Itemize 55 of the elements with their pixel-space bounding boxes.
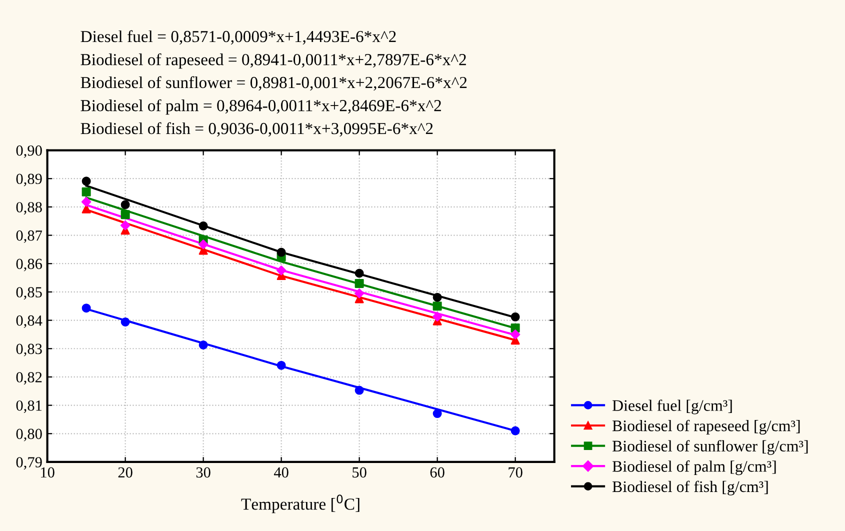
text: Biodiesel of palm = 0,8964-0,0011*x+2,8469E-6*x^2: [80, 99, 441, 115]
point: [276, 248, 286, 257]
point: [198, 221, 208, 230]
point: [510, 330, 520, 340]
y-tick-label: 0,83: [16, 344, 42, 356]
point: [432, 292, 442, 302]
y-tick-label: 0,79: [16, 457, 42, 470]
point: [81, 196, 92, 207]
point: [354, 278, 364, 288]
text: Biodiesel of fish = 0,9036-0,0011*x+3,0995E-6*x^2: [80, 122, 433, 137]
point: [120, 220, 130, 230]
y-tick-label: 0,80: [16, 428, 42, 442]
y-tick-label: 0,84: [16, 315, 42, 328]
x-tick-label: 60: [430, 467, 444, 478]
y-tick-label: 0,89: [16, 174, 42, 186]
y-tick-label: 0,87: [16, 230, 42, 243]
text: Biodiesel of sunflower = 0,8981-0,001*x+2,2067E-6*x^2: [80, 76, 467, 91]
y-tick-label: 0,90: [16, 145, 42, 158]
x-tick-label: 50: [352, 467, 366, 478]
point: [276, 266, 286, 276]
x-axis-title: Temperature [$^{0}$C]: [241, 494, 360, 514]
y-tick-label: 0,88: [16, 202, 42, 215]
legend-label: Biodiesel of sunflower [g/cm³]: [612, 440, 808, 455]
point: [82, 187, 91, 196]
legend-label: Biodiesel of rapeseed [g/cm³]: [612, 420, 800, 435]
x-tick-label: 70: [508, 467, 522, 478]
point: [82, 304, 91, 313]
y-tick-label: 0,81: [16, 400, 42, 413]
y-tick-label: 0,85: [16, 287, 42, 300]
x-tick-label: 10: [41, 467, 54, 478]
x-tick-label: 40: [274, 467, 288, 478]
point: [510, 426, 520, 436]
point: [432, 312, 442, 322]
legend-label: Diesel fuel [g/cm³]: [612, 400, 732, 414]
text: Biodiesel of rapeseed = 0,8941-0,0011*x+2,7897E-6*x^2: [80, 53, 466, 69]
point: [82, 176, 91, 186]
point: [510, 312, 520, 322]
point: [354, 288, 364, 298]
point: [198, 239, 208, 250]
x-tick-label: 20: [118, 467, 132, 478]
x-tick-label: 30: [196, 467, 210, 478]
point: [120, 210, 130, 220]
text: Diesel fuel = 0,8571-0,0009*x+1,4493E-6*x^2: [80, 30, 396, 45]
point: [432, 302, 442, 311]
point: [198, 340, 208, 350]
legend-label: Biodiesel of palm [g/cm³]: [612, 460, 776, 476]
point: [120, 317, 130, 326]
point: [432, 409, 442, 418]
point: [120, 200, 130, 210]
point: [276, 360, 286, 370]
y-tick-label: 0,82: [16, 372, 42, 385]
legend-label: Biodiesel of fish [g/cm³]: [612, 480, 768, 496]
point: [354, 268, 364, 278]
point: [354, 386, 364, 395]
y-tick-label: 0,86: [16, 258, 42, 272]
